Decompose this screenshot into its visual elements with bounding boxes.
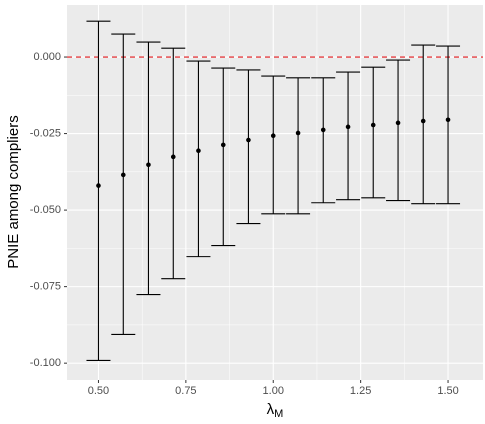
point [320, 127, 326, 133]
y-tick-label: -0.025 [30, 127, 61, 139]
point [246, 137, 251, 143]
point [445, 117, 451, 123]
y-axis-title: PNIE among compliers [5, 115, 22, 268]
x-axis-title-subscript: M [274, 408, 283, 420]
panel [67, 5, 483, 380]
x-tick-label: 1.25 [350, 385, 371, 397]
x-axis-title-main: λ [267, 401, 275, 418]
x-tick-label: 0.50 [88, 385, 109, 397]
y-tick-label: -0.075 [30, 281, 61, 293]
point [220, 142, 226, 148]
x-axis-title: λM [267, 401, 284, 420]
x-tick-label: 0.75 [175, 385, 196, 397]
point [270, 133, 276, 139]
point [295, 130, 301, 136]
x-tick-label: 1.00 [263, 385, 284, 397]
point [345, 124, 351, 130]
y-tick-label: 0.000 [33, 51, 61, 63]
point [96, 183, 101, 188]
point [420, 118, 426, 124]
point [196, 148, 201, 154]
point [146, 162, 151, 168]
y-tick-label: -0.050 [30, 204, 61, 216]
y-tick-label: -0.100 [30, 357, 61, 369]
point [120, 172, 126, 178]
x-tick-label: 1.50 [437, 385, 458, 397]
point [395, 120, 401, 126]
point [170, 154, 176, 160]
point [370, 122, 376, 128]
